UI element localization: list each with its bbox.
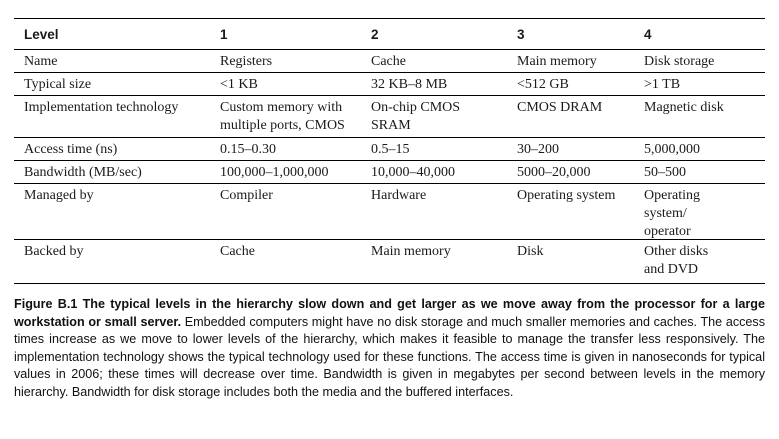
table-cell: 100,000–1,000,000 [220,165,329,180]
table-cell: 0.15–0.30 [220,142,276,157]
row-label: Typical size [24,77,92,92]
table-cell: <512 GB [517,77,569,92]
row-label: Implementation technology [24,100,179,115]
memory-hierarchy-table: Level 1 2 3 4 Name Registers Cache Main … [14,18,765,284]
table-cell: Other disks and DVD [644,244,709,277]
caption-body: Embedded computers might have no disk st… [14,314,766,399]
table-cell: Magnetic disk [644,100,724,115]
table-row: Managed by Compiler Hardware Operating s… [14,184,765,240]
table-row: Typical size <1 KB 32 KB–8 MB <512 GB >1… [14,73,765,96]
caption-title: The typical levels in the hierarchy slow… [14,297,765,329]
header-cell: 1 [220,27,228,42]
table-cell: <1 KB [220,77,258,92]
table-cell: 30–200 [517,142,559,157]
header-cell: Level [24,27,59,42]
table-cell: Registers [220,54,273,69]
table-cell: >1 TB [644,77,681,92]
table-row: Name Registers Cache Main memory Disk st… [14,50,765,73]
table-cell: Disk [517,244,544,259]
page: Level 1 2 3 4 Name Registers Cache Main … [14,0,765,439]
table-cell: Cache [371,54,406,69]
row-label: Backed by [24,244,84,259]
table-cell: 50–500 [644,165,686,180]
row-label: Bandwidth (MB/sec) [24,165,142,180]
table-cell: Operating system [517,188,616,203]
header-cell: 2 [371,27,379,42]
table-row: Backed by Cache Main memory Disk Other d… [14,240,765,283]
table-row: Implementation technology Custom memory … [14,96,765,138]
table-cell: On-chip CMOS SRAM [371,100,461,133]
table-cell: 5,000,000 [644,142,700,157]
table-cell: 10,000–40,000 [371,165,455,180]
table-cell: Cache [220,244,255,259]
table-cell: Compiler [220,188,273,203]
table-cell: Main memory [371,244,451,259]
row-label: Managed by [24,188,94,203]
caption-label: Figure B.1 [14,297,78,311]
table-cell: Hardware [371,188,427,203]
row-label: Access time (ns) [24,142,118,157]
table-cell: Custom memory with multiple ports, CMOS [220,100,345,133]
table-header-row: Level 1 2 3 4 [14,19,765,50]
table-cell: Disk storage [644,54,715,69]
table-cell: 32 KB–8 MB [371,77,448,92]
table-row: Access time (ns) 0.15–0.30 0.5–15 30–200… [14,138,765,161]
table-cell: Operating system/ operator [644,188,700,239]
row-label: Name [24,54,58,69]
table-row: Bandwidth (MB/sec) 100,000–1,000,000 10,… [14,161,765,184]
header-cell: 3 [517,27,525,42]
header-cell: 4 [644,27,652,42]
table-cell: Main memory [517,54,597,69]
table-cell: 0.5–15 [371,142,410,157]
table-cell: CMOS DRAM [517,100,603,115]
table-cell: 5000–20,000 [517,165,591,180]
figure-caption: Figure B.1 The typical levels in the hie… [14,296,765,402]
